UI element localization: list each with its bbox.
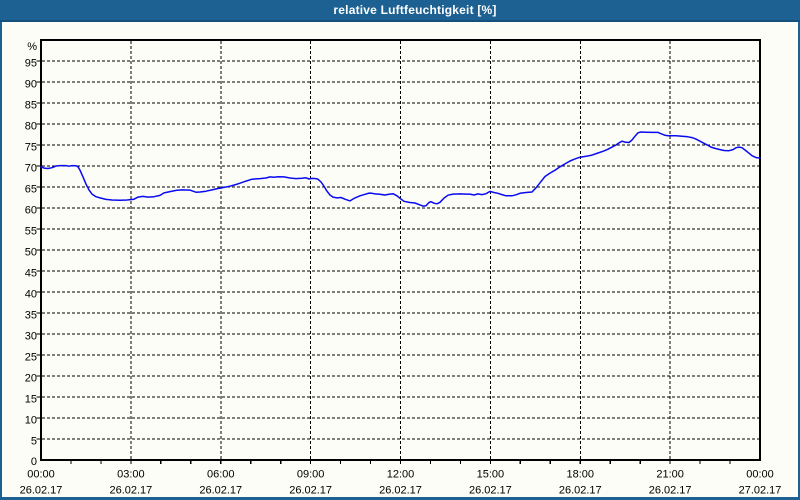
- svg-text:10: 10: [25, 415, 37, 427]
- svg-text:26.02.17: 26.02.17: [559, 485, 602, 497]
- svg-text:55: 55: [25, 226, 37, 238]
- svg-text:03:00: 03:00: [117, 469, 145, 481]
- svg-text:20: 20: [25, 373, 37, 385]
- svg-text:85: 85: [25, 100, 37, 112]
- svg-text:75: 75: [25, 142, 37, 154]
- svg-text:0: 0: [31, 456, 37, 468]
- svg-text:06:00: 06:00: [207, 469, 235, 481]
- svg-text:35: 35: [25, 310, 37, 322]
- svg-text:50: 50: [25, 247, 37, 259]
- svg-text:90: 90: [25, 79, 37, 91]
- svg-text:15: 15: [25, 394, 37, 406]
- svg-text:5: 5: [31, 436, 37, 448]
- svg-text:18:00: 18:00: [566, 469, 594, 481]
- svg-text:45: 45: [25, 268, 37, 280]
- svg-text:60: 60: [25, 205, 37, 217]
- svg-text:21:00: 21:00: [656, 469, 684, 481]
- svg-text:00:00: 00:00: [746, 469, 774, 481]
- svg-text:00:00: 00:00: [27, 469, 55, 481]
- svg-text:65: 65: [25, 184, 37, 196]
- svg-text:95: 95: [25, 58, 37, 70]
- svg-text:26.02.17: 26.02.17: [379, 485, 422, 497]
- svg-text:30: 30: [25, 331, 37, 343]
- svg-text:70: 70: [25, 163, 37, 175]
- svg-text:26.02.17: 26.02.17: [649, 485, 692, 497]
- svg-text:%: %: [27, 41, 37, 53]
- svg-text:26.02.17: 26.02.17: [20, 485, 63, 497]
- svg-text:26.02.17: 26.02.17: [469, 485, 512, 497]
- svg-text:09:00: 09:00: [297, 469, 325, 481]
- svg-text:26.02.17: 26.02.17: [199, 485, 242, 497]
- svg-text:26.02.17: 26.02.17: [289, 485, 332, 497]
- svg-text:40: 40: [25, 289, 37, 301]
- svg-text:80: 80: [25, 121, 37, 133]
- svg-text:12:00: 12:00: [387, 469, 415, 481]
- svg-text:26.02.17: 26.02.17: [109, 485, 152, 497]
- svg-text:25: 25: [25, 352, 37, 364]
- svg-text:27.02.17: 27.02.17: [739, 485, 782, 497]
- svg-text:15:00: 15:00: [477, 469, 505, 481]
